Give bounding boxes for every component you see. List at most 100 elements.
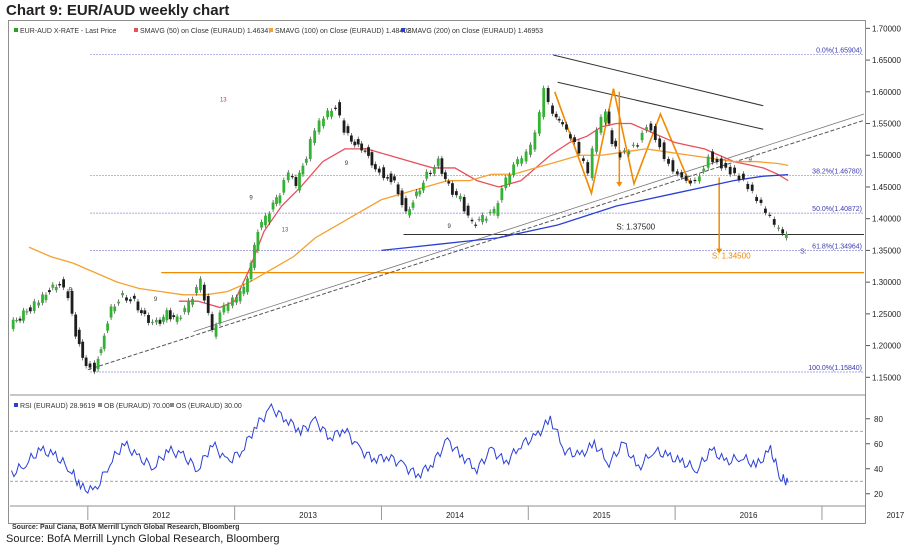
price-candle xyxy=(183,307,187,313)
price-candle xyxy=(275,197,278,204)
fib-level-label: 0.0%(1.65904) xyxy=(816,47,862,54)
price-candle xyxy=(317,120,321,133)
demark-marker: 9 xyxy=(69,288,73,294)
series-line xyxy=(28,148,789,296)
price-candle xyxy=(524,151,528,162)
price-candle xyxy=(447,181,451,184)
price-candle xyxy=(286,172,290,181)
price-candle xyxy=(113,306,117,312)
price-candle xyxy=(400,190,404,206)
price-candle xyxy=(74,314,78,337)
price-candle xyxy=(165,310,169,321)
demark-marker: 9 xyxy=(345,161,349,167)
price-candle xyxy=(715,159,719,163)
price-candle xyxy=(561,122,564,125)
legend-swatch xyxy=(269,28,273,32)
price-candle xyxy=(680,172,684,178)
price-candle xyxy=(11,319,15,329)
price-candle xyxy=(231,297,234,306)
price-candle xyxy=(338,102,342,116)
price-candle xyxy=(432,167,436,174)
price-candle xyxy=(554,113,558,118)
price-candle xyxy=(99,349,103,354)
legend-label: SMAVG (200) on Close (EURAUD) 1.46953 xyxy=(407,28,543,35)
source-note: Source: BofA Merrill Lynch Global Resear… xyxy=(6,533,280,545)
price-candle xyxy=(147,314,150,323)
price-candle xyxy=(408,209,412,216)
price-candle xyxy=(565,124,568,130)
price-candle xyxy=(77,329,81,345)
price-candle xyxy=(15,320,19,322)
price-candle xyxy=(373,164,377,170)
price-candle xyxy=(440,158,444,174)
price-candle xyxy=(396,184,400,194)
x-tick-label: 2015 xyxy=(593,511,611,520)
price-candle xyxy=(719,158,723,169)
price-candle xyxy=(759,199,763,203)
price-candle xyxy=(477,218,481,221)
y-tick-label: 1.70000 xyxy=(872,24,901,33)
price-candle xyxy=(198,278,202,291)
demark-marker: 13 xyxy=(220,97,227,103)
price-candle xyxy=(301,165,305,175)
target-arrowhead xyxy=(716,248,723,254)
rsi-line xyxy=(11,402,789,495)
price-candle xyxy=(768,214,772,216)
x-tick-label: 2013 xyxy=(299,511,317,520)
price-candle xyxy=(573,137,576,142)
price-candle xyxy=(755,197,759,202)
price-candle xyxy=(370,152,374,166)
price-candle xyxy=(246,278,249,293)
price-candle xyxy=(242,286,246,294)
x-tick-label: 2012 xyxy=(152,511,170,520)
rsi-legend-swatch xyxy=(14,403,18,407)
x-tick-label: 2014 xyxy=(446,511,464,520)
trend-line-solid xyxy=(193,113,865,333)
channel-line-upper xyxy=(553,54,764,107)
rsi-legend-swatch xyxy=(98,403,102,407)
x-tick-label: 2017 xyxy=(886,511,904,520)
price-candle xyxy=(93,362,96,372)
price-candle xyxy=(512,164,516,176)
price-candle xyxy=(557,118,561,121)
demark-marker: 9 xyxy=(249,196,253,202)
rsi-y-tick-label: 60 xyxy=(874,440,883,449)
price-candle xyxy=(750,184,754,191)
price-candle xyxy=(140,310,143,314)
price-candle xyxy=(537,112,541,134)
price-candle xyxy=(737,175,741,181)
price-candle xyxy=(653,126,657,140)
price-candle xyxy=(109,306,113,318)
price-candle xyxy=(451,183,454,195)
price-candle xyxy=(136,301,140,311)
price-candle xyxy=(466,205,470,216)
price-candle xyxy=(264,215,267,226)
series-line xyxy=(381,173,789,252)
price-candle xyxy=(706,156,710,168)
price-candle xyxy=(70,291,74,314)
price-candle xyxy=(496,203,500,216)
y-tick-label: 1.60000 xyxy=(872,88,901,97)
price-candle xyxy=(671,160,675,172)
price-candle xyxy=(44,294,48,301)
rsi-y-tick-label: 80 xyxy=(874,415,883,424)
price-candle xyxy=(88,363,92,368)
fib-level-label: 50.0%(1.40872) xyxy=(812,206,862,213)
price-candle xyxy=(772,219,776,225)
price-candle xyxy=(66,291,70,299)
y-tick-label: 1.45000 xyxy=(872,183,901,192)
price-candle xyxy=(529,144,532,155)
demark-marker: 9 xyxy=(448,224,452,230)
price-candle xyxy=(741,173,745,179)
demark-marker: 9 xyxy=(154,297,158,303)
price-candle xyxy=(117,301,121,304)
price-candle xyxy=(349,135,353,142)
price-candle xyxy=(551,105,554,114)
price-candle xyxy=(222,305,226,313)
price-candle xyxy=(728,166,732,175)
fib-prefix-label: S: xyxy=(800,249,807,256)
y-tick-label: 1.40000 xyxy=(872,215,901,224)
price-candle xyxy=(267,213,271,223)
price-candle xyxy=(346,126,350,134)
price-candle xyxy=(353,141,357,146)
